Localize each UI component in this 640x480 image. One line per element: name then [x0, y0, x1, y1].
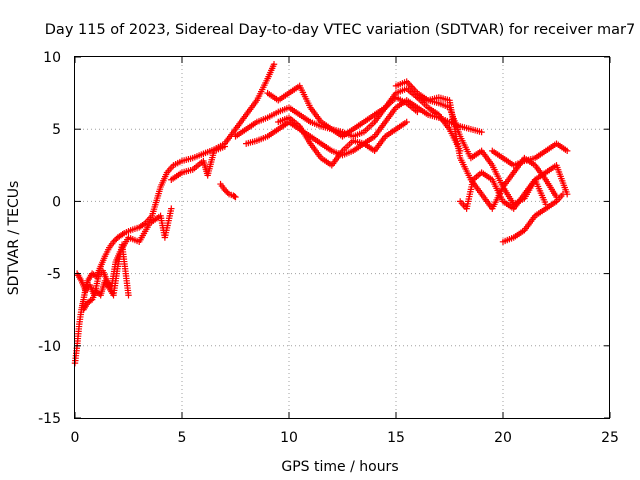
data-point: [231, 193, 238, 200]
data-point: [564, 147, 571, 155]
data-point: [93, 287, 100, 295]
y-axis-label: SDTVAR / TECUs: [6, 181, 22, 296]
data-point: [224, 189, 231, 196]
data-point: [270, 61, 278, 68]
data-point: [94, 289, 102, 296]
series-track-n: [489, 140, 571, 169]
series-track-i: [275, 114, 410, 169]
series-track-m: [499, 190, 567, 246]
chart-title: Day 115 of 2023, Sidereal Day-to-day VTE…: [45, 22, 635, 38]
data-point: [168, 205, 175, 212]
data-point: [221, 143, 228, 150]
data-point: [232, 193, 239, 201]
data-point: [478, 128, 485, 136]
y-tick-label: 5: [52, 122, 61, 138]
y-tick-label: -5: [47, 267, 61, 283]
x-tick-label: 15: [387, 430, 405, 446]
x-tick-label: 5: [178, 430, 187, 446]
tick-labels: 0 5 10 15 20 25 -15 -10 -5 0 5 10: [38, 50, 619, 446]
series-track-e: [217, 180, 239, 201]
data-point: [223, 188, 230, 195]
data-marks: [71, 61, 571, 367]
x-tick-label: 20: [494, 430, 512, 446]
data-point: [111, 237, 119, 244]
series-track-c: [80, 241, 132, 313]
x-tick-label: 0: [71, 430, 80, 446]
data-point: [403, 118, 410, 126]
x-tick-label: 25: [601, 430, 619, 446]
y-tick-label: -10: [38, 339, 61, 355]
data-point: [221, 186, 228, 194]
data-point: [110, 238, 117, 246]
y-tick-label: 0: [52, 194, 61, 210]
y-tick-label: -15: [38, 411, 61, 427]
series-track-d: [168, 143, 228, 183]
series-track-l: [457, 169, 549, 212]
data-point: [559, 190, 567, 198]
series-track-a: [71, 61, 278, 367]
grid-layer: [75, 57, 610, 418]
x-axis-label: GPS time / hours: [281, 459, 398, 475]
x-tick-label: 10: [280, 430, 298, 446]
series-track-h: [264, 82, 464, 155]
y-tick-label: 10: [43, 50, 61, 66]
plot-frame: [74, 56, 610, 419]
data-point: [125, 292, 132, 299]
